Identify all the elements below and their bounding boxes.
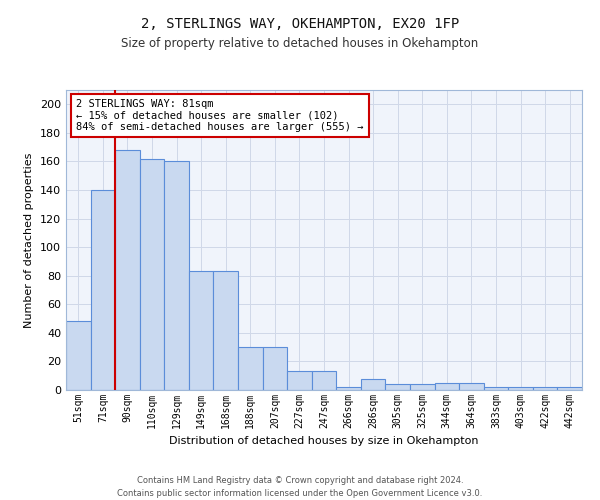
Bar [164,162,189,390]
Bar [91,190,115,390]
Bar [238,347,263,390]
Bar [533,387,557,390]
Bar [385,384,410,390]
Bar [434,383,459,390]
Bar [361,378,385,390]
Bar [312,372,336,390]
Bar [410,384,434,390]
Bar [508,387,533,390]
Bar [115,150,140,390]
Bar [189,272,214,390]
Text: Contains HM Land Registry data © Crown copyright and database right 2024.
Contai: Contains HM Land Registry data © Crown c… [118,476,482,498]
Bar [140,158,164,390]
Bar [214,272,238,390]
Bar [66,322,91,390]
Text: 2, STERLINGS WAY, OKEHAMPTON, EX20 1FP: 2, STERLINGS WAY, OKEHAMPTON, EX20 1FP [141,18,459,32]
Bar [484,387,508,390]
Y-axis label: Number of detached properties: Number of detached properties [25,152,34,328]
Text: Size of property relative to detached houses in Okehampton: Size of property relative to detached ho… [121,38,479,51]
X-axis label: Distribution of detached houses by size in Okehampton: Distribution of detached houses by size … [169,436,479,446]
Bar [263,347,287,390]
Bar [459,383,484,390]
Bar [557,387,582,390]
Text: 2 STERLINGS WAY: 81sqm
← 15% of detached houses are smaller (102)
84% of semi-de: 2 STERLINGS WAY: 81sqm ← 15% of detached… [76,99,364,132]
Bar [287,372,312,390]
Bar [336,387,361,390]
